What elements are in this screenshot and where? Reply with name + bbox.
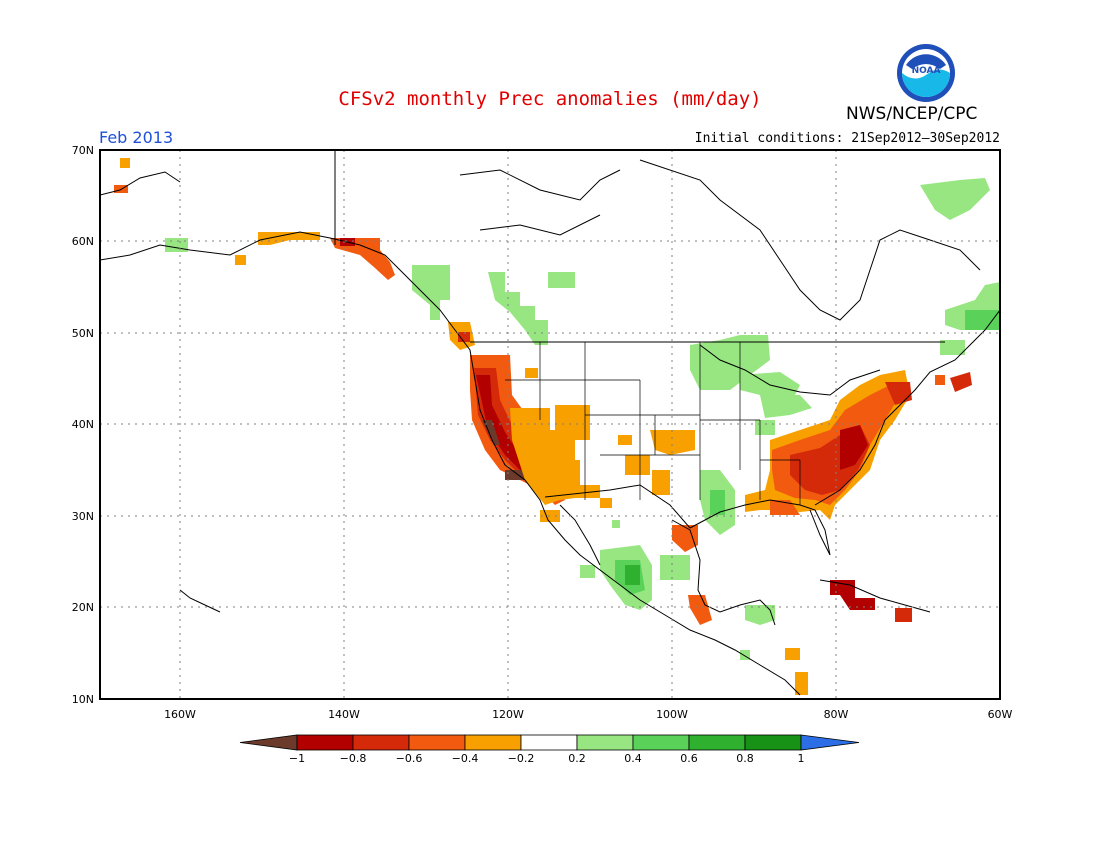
map-frame — [99, 149, 1001, 700]
lat-labels: 70N 60N 50N 40N 30N 20N 10N — [72, 144, 94, 706]
lon-label: 60W — [988, 708, 1013, 721]
legend-tick-label: 0.8 — [736, 752, 754, 765]
initial-conditions: Initial conditions: 21Sep2012–30Sep2012 — [694, 131, 1000, 146]
lon-label: 120W — [492, 708, 524, 721]
legend-swatch — [520, 734, 578, 751]
legend-tick-label: −0.6 — [396, 752, 423, 765]
legend-swatch — [744, 734, 802, 751]
legend-arrow-high — [800, 734, 860, 751]
legend-tick-label: 0.2 — [568, 752, 586, 765]
graticule — [100, 150, 1000, 699]
lat-label: 50N — [72, 327, 94, 340]
legend-swatch — [688, 734, 746, 751]
agency-label: NWS/NCEP/CPC — [846, 104, 978, 124]
legend-tick-label: −1 — [289, 752, 305, 765]
coastlines — [100, 150, 1000, 696]
map-title: CFSv2 monthly Prec anomalies (mm/day) — [338, 88, 762, 110]
lat-label: 40N — [72, 418, 94, 431]
legend-swatch — [464, 734, 522, 751]
lat-label: 30N — [72, 510, 94, 523]
legend-swatch — [632, 734, 690, 751]
lat-label: 10N — [72, 693, 94, 706]
legend-tick-label: 0.6 — [680, 752, 698, 765]
region-southwest-dry — [510, 368, 695, 522]
noaa-logo: NOAA — [897, 44, 955, 102]
lon-label: 160W — [164, 708, 196, 721]
region-labrador-wet — [920, 178, 1000, 330]
target-month: Feb 2013 — [99, 128, 174, 147]
legend-swatch — [296, 734, 354, 751]
lon-label: 100W — [656, 708, 688, 721]
anomaly-field — [114, 158, 1000, 695]
lat-label: 70N — [72, 144, 94, 157]
lon-labels: 160W 140W 120W 100W 80W 60W — [164, 708, 1012, 721]
lat-label: 20N — [72, 601, 94, 614]
legend-tick-label: 0.4 — [624, 752, 642, 765]
legend-swatch — [576, 734, 634, 751]
lon-label: 140W — [328, 708, 360, 721]
region-caribbean-dry — [785, 580, 912, 695]
legend-swatch — [352, 734, 410, 751]
svg-text:NOAA: NOAA — [912, 66, 941, 76]
legend-swatch — [408, 734, 466, 751]
legend-arrow-low — [239, 734, 298, 751]
lon-label: 80W — [824, 708, 849, 721]
state-borders — [505, 342, 801, 505]
legend-tick-label: −0.2 — [508, 752, 535, 765]
legend-tick-label: 1 — [798, 752, 805, 765]
region-alaska-coast-dry — [114, 158, 475, 350]
legend-tick-label: −0.8 — [340, 752, 367, 765]
region-great-lakes-wet — [690, 335, 965, 660]
color-legend: −1 −0.8 −0.6 −0.4 −0.2 0.2 0.4 0.6 0.8 1 — [239, 734, 860, 765]
legend-tick-label: −0.4 — [452, 752, 479, 765]
lat-label: 60N — [72, 235, 94, 248]
region-mexico-wet — [580, 470, 735, 610]
